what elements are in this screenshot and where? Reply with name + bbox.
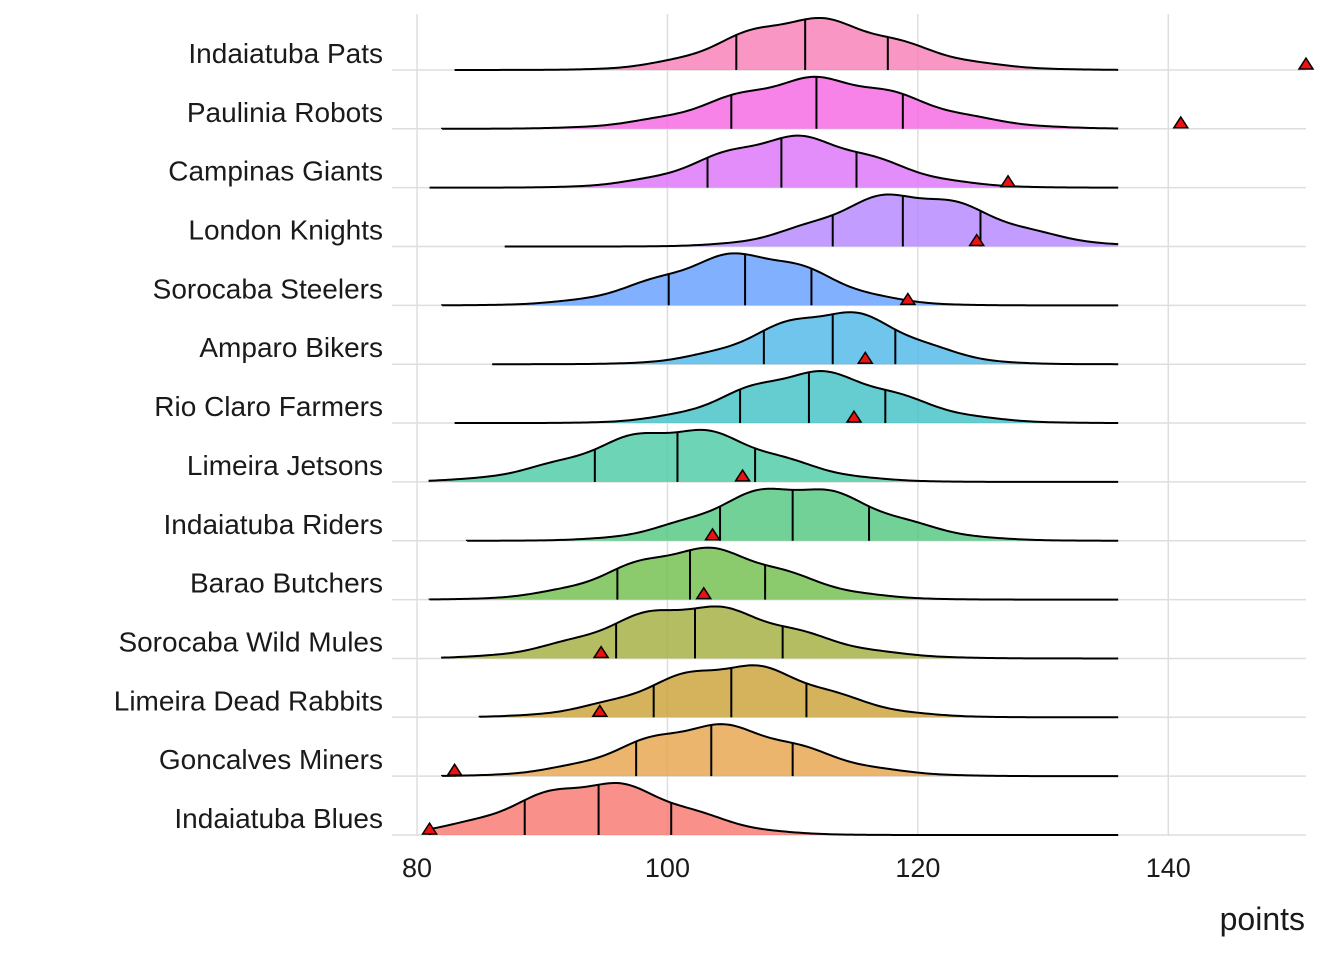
team-label: Campinas Giants: [168, 156, 383, 187]
ridge-fill: [429, 135, 1119, 188]
ridge-fill: [442, 76, 1119, 129]
marker-triangle: [845, 409, 863, 423]
ridge-rio-claro-farmers: [454, 370, 1119, 425]
marker-triangle: [592, 645, 610, 659]
ridge-outline: [454, 370, 1119, 425]
ridge-sorocaba-steelers: [441, 252, 1119, 307]
team-label: Paulinia Robots: [187, 97, 383, 128]
ridge-barao-butchers: [428, 546, 1119, 601]
marker-triangle: [968, 233, 986, 247]
ridge-fill: [479, 665, 1119, 718]
ridge-outline: [504, 193, 1119, 248]
x-tick-label-80: 80: [402, 853, 432, 883]
marker-triangle: [1172, 115, 1190, 129]
ridge-fill: [504, 194, 1119, 247]
ridge-outline: [441, 723, 1119, 778]
team-label: Indaiatuba Pats: [188, 38, 383, 69]
x-tick-label-100: 100: [645, 853, 690, 883]
team-label: Barao Butchers: [190, 568, 383, 599]
team-label: Indaiatuba Riders: [164, 509, 383, 540]
ridge-fill: [442, 253, 1119, 306]
marker-triangle: [446, 762, 463, 776]
ridge-fill: [442, 724, 1119, 777]
marker-triangle: [421, 821, 438, 835]
team-label: Goncalves Miners: [159, 744, 383, 775]
ridge-campinas-giants: [429, 134, 1119, 189]
ridge-outline: [492, 311, 1119, 366]
ridge-fill: [429, 429, 1119, 482]
marker-triangle: [695, 586, 713, 600]
ridge-outline: [478, 664, 1119, 719]
ridge-limeira-jetsons: [428, 428, 1119, 483]
ridge-outline: [441, 252, 1119, 307]
ridge-outline: [428, 781, 1119, 836]
team-label: Sorocaba Steelers: [153, 273, 383, 304]
team-label: Limeira Dead Rabbits: [114, 685, 383, 716]
ridge-fill: [429, 547, 1119, 600]
team-labels: Indaiatuba Pats Paulinia Robots Campinas G…: [114, 38, 383, 834]
marker-triangle: [999, 174, 1017, 188]
marker-triangle: [734, 468, 751, 482]
x-tick-label-140: 140: [1146, 853, 1191, 883]
ridge-outline: [441, 605, 1119, 660]
ridge-indaiatuba-blues: [421, 781, 1119, 836]
ridge-indaiatuba-pats: [454, 16, 1315, 71]
ridge-outline: [454, 16, 1119, 71]
marker-triangle: [591, 704, 609, 718]
ridge-outline: [428, 546, 1119, 601]
ridge-fill: [442, 606, 1119, 659]
ridge-paulinia-robots: [440, 75, 1190, 130]
team-label: Sorocaba Wild Mules: [118, 626, 383, 657]
ridges: [421, 16, 1315, 836]
marker-triangle: [899, 292, 917, 306]
ridge-fill: [429, 783, 1119, 835]
x-tick-label-120: 120: [895, 853, 940, 883]
ridge-outline: [465, 487, 1119, 542]
team-label: Indaiatuba Blues: [174, 803, 383, 834]
ridge-fill: [454, 371, 1119, 424]
ridge-fill: [492, 312, 1119, 365]
ridge-indaiatuba-riders: [465, 487, 1119, 542]
marker-triangle: [856, 350, 874, 364]
marker-triangle: [704, 527, 721, 541]
team-label: Limeira Jetsons: [187, 450, 383, 481]
ridge-outline: [428, 428, 1119, 483]
ridge-outline: [440, 75, 1119, 130]
ridge-london-knights: [504, 193, 1119, 248]
team-label: Amparo Bikers: [199, 332, 383, 363]
ridge-amparo-bikers: [492, 311, 1119, 366]
x-axis-title: points: [1220, 901, 1305, 937]
ridge-goncalves-miners: [441, 723, 1119, 778]
ridge-sorocaba-wild-mules: [441, 605, 1119, 660]
ridge-limeira-dead-rabbits: [478, 664, 1119, 719]
team-label: London Knights: [188, 215, 383, 246]
marker-triangle: [1297, 56, 1315, 70]
ridge-fill: [454, 17, 1119, 70]
team-label: Rio Claro Farmers: [154, 391, 383, 422]
x-axis: 80 100 120 140: [402, 853, 1191, 883]
